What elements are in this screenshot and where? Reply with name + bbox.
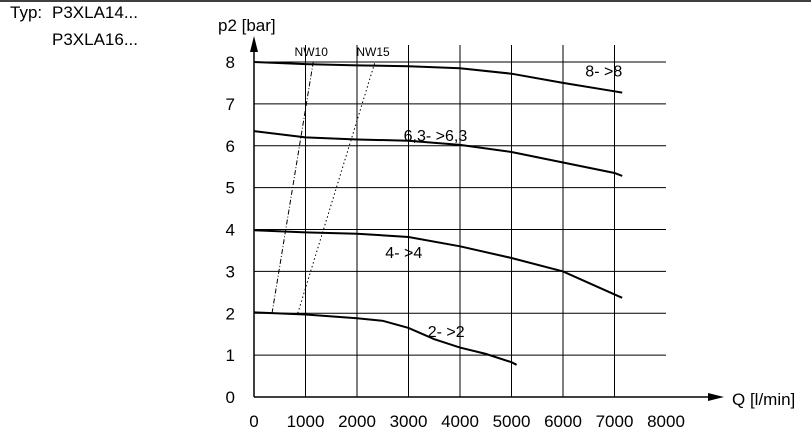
series-label: 2- >2 — [428, 324, 465, 341]
x-tick-label: 5000 — [493, 412, 531, 431]
series-label: 4- >4 — [385, 245, 422, 262]
x-axis-arrow-icon — [708, 393, 724, 401]
y-tick-label: 6 — [226, 137, 235, 156]
y-tick-label: 5 — [226, 179, 235, 198]
x-tick-label: 6000 — [544, 412, 582, 431]
series-line — [253, 229, 623, 299]
pipe-size-lines: NW10 NW15 — [271, 45, 390, 314]
pipe-label: NW10 — [295, 45, 329, 59]
type-designation: Typ: P3XLA14... P3XLA16... — [0, 0, 200, 80]
y-tick-label: 1 — [226, 346, 235, 365]
series-label: 6,3- >6,3 — [404, 128, 468, 145]
grid — [254, 45, 666, 397]
series-label: 8- >8 — [585, 64, 622, 81]
series-line — [253, 311, 518, 366]
y-axis-arrow-icon — [250, 36, 258, 52]
x-tick-label: 0 — [249, 412, 258, 431]
y-tick-label: 3 — [226, 262, 235, 281]
y-tick-label: 2 — [226, 304, 235, 323]
series-line — [253, 130, 623, 177]
y-tick-label: 4 — [226, 221, 235, 240]
type-prefix: Typ: — [10, 3, 43, 22]
axes: 0 1 2 3 4 5 6 7 8 0 1000 2000 3000 4000 5000 6000 7000 80… — [226, 36, 724, 431]
series-layer: 8- >8 6,3- >6,3 4- >4 2- >2 — [253, 61, 623, 366]
y-tick-label: 7 — [226, 95, 235, 114]
pipe-line — [271, 61, 314, 314]
series-line — [253, 61, 623, 94]
x-tick-label: 4000 — [441, 412, 479, 431]
x-tick-label: 2000 — [338, 412, 376, 431]
x-tick-label: 3000 — [390, 412, 428, 431]
type-model-2: P3XLA16... — [52, 30, 139, 49]
x-tick-label: 8000 — [647, 412, 685, 431]
y-tick-label: 0 — [226, 388, 235, 407]
x-tick-label: 1000 — [287, 412, 325, 431]
pipe-label: NW15 — [356, 45, 390, 59]
type-model-1: P3XLA14... — [52, 3, 139, 22]
y-axis-label: p2 [bar] — [218, 16, 276, 35]
x-tick-label: 7000 — [596, 412, 634, 431]
x-axis-label: Q [l/min] — [732, 390, 795, 409]
y-tick-label: 8 — [226, 53, 235, 72]
